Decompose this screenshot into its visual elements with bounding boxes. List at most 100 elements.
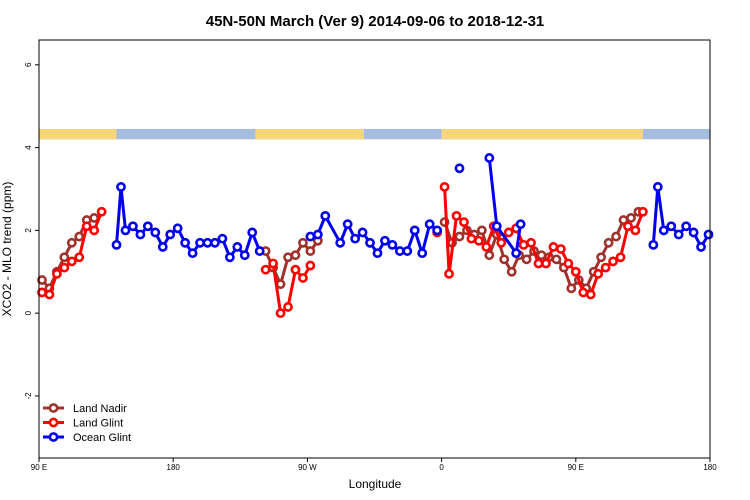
land-nadir-point	[305, 246, 316, 256]
land-glint-point	[81, 221, 92, 232]
ocean-glint-point	[372, 248, 383, 259]
land-nadir-point	[596, 252, 607, 263]
ocean-glint-point	[116, 182, 126, 192]
land-glint-point	[444, 268, 454, 279]
ocean-glint-point	[135, 229, 146, 240]
ocean-glint-point	[652, 182, 663, 192]
land-glint-point	[533, 258, 544, 269]
ocean-glint-point	[511, 248, 522, 259]
land-glint-point	[503, 227, 514, 238]
land-glint-point	[305, 260, 316, 271]
land-nadir-point	[499, 254, 510, 265]
land-glint-point	[526, 237, 536, 248]
land-nadir-point	[476, 225, 487, 236]
land-strip-segment-1	[39, 128, 117, 140]
ocean-glint-point	[217, 233, 228, 244]
land-glint-point	[496, 237, 507, 248]
ocean-glint-point	[111, 239, 122, 250]
land-nadir-point	[611, 231, 621, 242]
y-axis-label: XCO2 - MLO trend (ppm)	[0, 182, 14, 317]
x-tick-label: 0	[439, 463, 444, 472]
land-nadir-point	[506, 266, 517, 277]
land-strip-segment-3	[441, 128, 643, 140]
ocean-glint-point	[454, 163, 465, 174]
land-glint-point	[585, 289, 596, 300]
ocean-glint-point	[380, 235, 390, 246]
land-glint-point	[600, 262, 611, 273]
x-axis-label: Longitude	[349, 477, 402, 491]
ocean-glint-point	[365, 237, 375, 248]
land-glint-point	[96, 206, 107, 217]
y-tick-label: 6	[24, 62, 33, 67]
x-tick-label: 180	[167, 463, 181, 472]
ocean-glint-point	[239, 250, 250, 261]
land-glint-point	[578, 287, 589, 298]
ocean-glint-point	[187, 248, 198, 259]
y-tick-label: 4	[24, 145, 33, 150]
ocean-glint-point	[165, 229, 176, 240]
y-tick-label: 0	[24, 310, 33, 315]
ocean-glint-point	[335, 237, 346, 248]
land-nadir-point	[484, 250, 495, 261]
ocean-glint-point	[180, 237, 191, 248]
ocean-glint-point	[305, 231, 316, 242]
ocean-glint-point	[491, 221, 502, 232]
legend-swatch-marker	[48, 403, 59, 413]
data-series	[37, 153, 714, 319]
land-glint-point	[623, 221, 633, 232]
land-nadir-line	[443, 210, 640, 290]
ocean-glint-point	[387, 239, 398, 250]
land-glint-point	[518, 239, 529, 250]
land-glint-point	[89, 225, 100, 236]
ocean-glint-point	[150, 227, 161, 238]
land-glint-point	[260, 264, 271, 275]
land-glint-point	[74, 252, 85, 263]
land-glint-point	[66, 256, 77, 267]
land-glint-point	[290, 264, 301, 275]
ocean-strip-band	[39, 128, 710, 140]
land-glint-point	[570, 266, 581, 277]
ocean-glint-point	[696, 242, 706, 252]
land-ocean-strip	[39, 128, 710, 140]
ocean-glint-point	[417, 248, 428, 259]
ocean-glint-point	[224, 252, 235, 263]
ocean-glint-point	[157, 242, 168, 252]
ocean-glint-point	[172, 223, 183, 234]
chart-title: 45N-50N March (Ver 9) 2014-09-06 to 2018…	[206, 13, 545, 30]
land-strip-segment-2	[255, 128, 365, 140]
land-nadir-point	[37, 275, 47, 285]
ocean-glint-point	[342, 219, 353, 230]
ocean-glint-line	[309, 214, 439, 255]
land-glint-point	[275, 308, 286, 319]
land-glint-point	[555, 244, 566, 254]
ocean-glint-point	[320, 210, 331, 221]
land-nadir-point	[290, 250, 301, 261]
ocean-glint-point	[357, 227, 368, 238]
land-glint-point	[593, 268, 604, 279]
ocean-glint-point	[484, 153, 495, 163]
land-glint-point	[268, 258, 279, 269]
land-glint-point	[473, 235, 484, 246]
ocean-glint-point	[350, 233, 361, 244]
land-glint-point	[466, 233, 477, 244]
legend-item-land-glint: Land Glint	[43, 418, 123, 430]
land-nadir-point	[454, 231, 465, 242]
land-glint-point	[44, 289, 55, 300]
ocean-glint-point	[703, 229, 714, 240]
land-glint-point	[638, 206, 648, 217]
x-tick-label: 180	[703, 463, 717, 472]
land-nadir-point	[283, 252, 293, 263]
land-nadir-point	[74, 231, 85, 242]
legend-label: Land Nadir	[73, 403, 127, 415]
legend-item-land-nadir: Land Nadir	[43, 403, 127, 415]
series-ocean-glint	[111, 153, 714, 263]
legend-swatch-marker	[48, 417, 59, 428]
land-glint-point	[563, 258, 574, 269]
x-tick-label: 90 E	[568, 463, 584, 472]
land-nadir-point	[603, 237, 614, 248]
land-glint-point	[481, 242, 492, 252]
ocean-glint-point	[120, 225, 131, 236]
ocean-glint-point	[202, 237, 213, 248]
legend: Land Nadir Land Glint Ocean Glint	[43, 403, 131, 444]
